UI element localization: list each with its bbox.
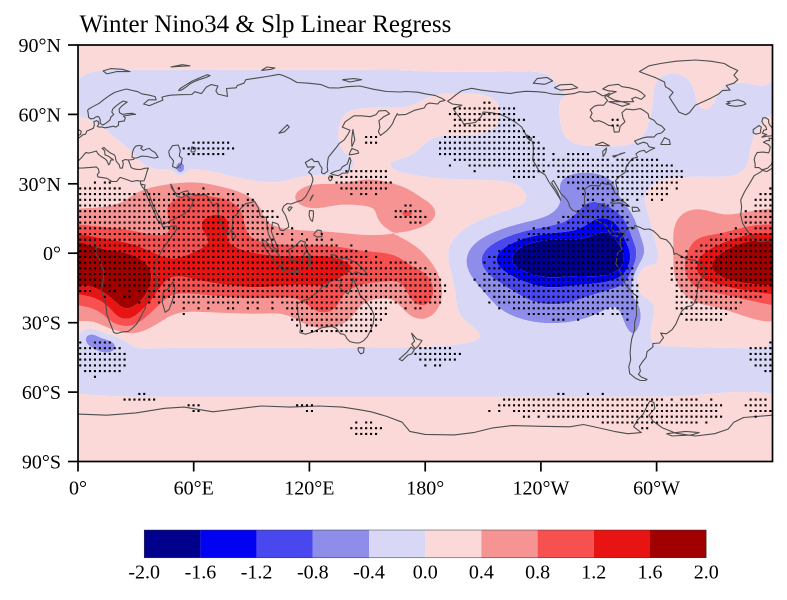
svg-text:0.4: 0.4: [469, 562, 494, 584]
svg-text:90°S: 90°S: [22, 452, 61, 474]
svg-text:-0.4: -0.4: [353, 562, 385, 584]
svg-text:-1.6: -1.6: [185, 562, 217, 584]
svg-text:2.0: 2.0: [694, 562, 719, 584]
svg-text:180°: 180°: [406, 478, 444, 500]
svg-text:120°E: 120°E: [284, 478, 334, 500]
svg-text:0°: 0°: [43, 243, 61, 265]
svg-text:0.0: 0.0: [413, 562, 438, 584]
svg-text:1.6: 1.6: [638, 562, 663, 584]
svg-text:-0.8: -0.8: [297, 562, 329, 584]
svg-text:30°N: 30°N: [19, 174, 61, 196]
svg-text:30°S: 30°S: [22, 313, 61, 335]
svg-text:60°E: 60°E: [174, 478, 214, 500]
svg-text:60°N: 60°N: [19, 104, 61, 126]
svg-text:Winter Nino34 & Slp Linear Reg: Winter Nino34 & Slp Linear Regress: [80, 11, 452, 38]
svg-text:60°W: 60°W: [633, 478, 680, 500]
svg-text:-1.2: -1.2: [241, 562, 273, 584]
svg-text:0°: 0°: [69, 478, 87, 500]
svg-text:120°W: 120°W: [512, 478, 569, 500]
svg-text:60°S: 60°S: [22, 382, 61, 404]
svg-text:0.8: 0.8: [525, 562, 550, 584]
svg-text:1.2: 1.2: [581, 562, 606, 584]
svg-text:90°N: 90°N: [19, 35, 61, 57]
svg-text:-2.0: -2.0: [128, 562, 160, 584]
